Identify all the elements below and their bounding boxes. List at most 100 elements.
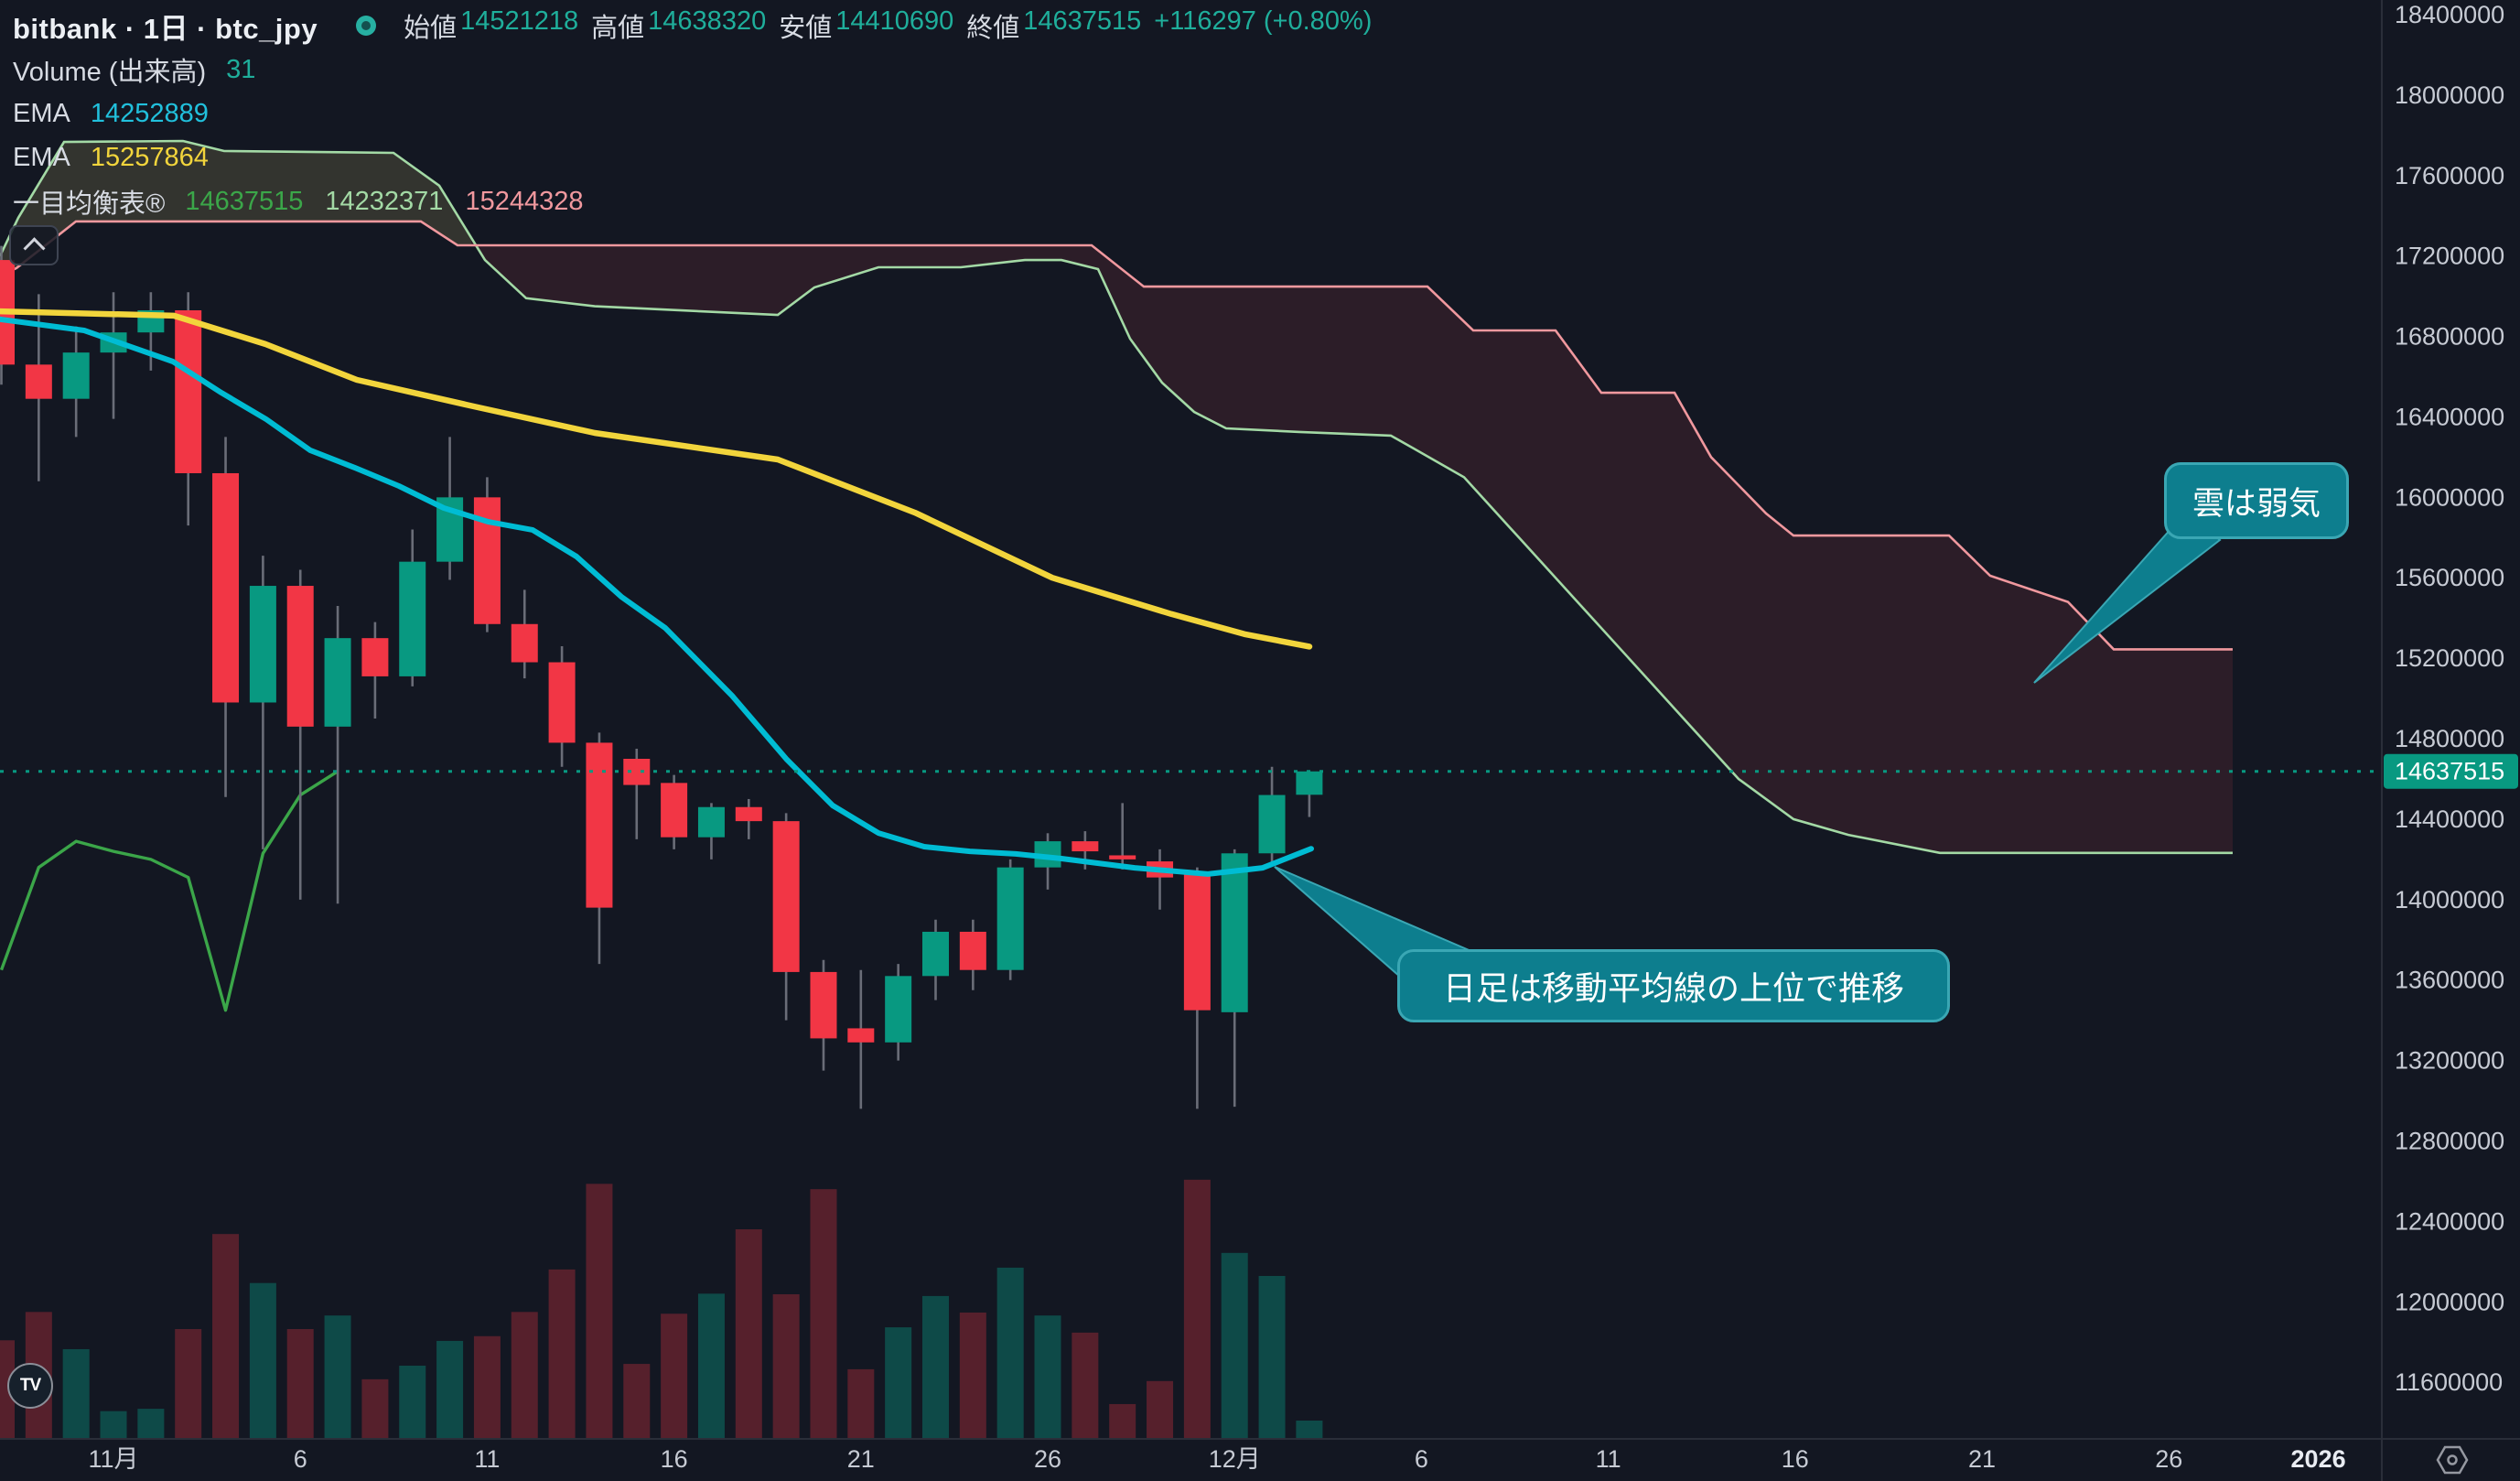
time-axis-label: 26 (2155, 1445, 2182, 1473)
annotation-above-ma[interactable]: 日足は移動平均線の上位で推移 (1397, 949, 1950, 1022)
volume-bar (548, 1269, 576, 1439)
price-axis-label: 16800000 (2395, 323, 2504, 351)
candle-body (399, 561, 426, 676)
ema-fast-value: 14252889 (90, 98, 209, 128)
candle-body (286, 586, 314, 727)
volume-bar (1258, 1275, 1286, 1439)
time-axis-label: 21 (1968, 1445, 1996, 1473)
time-axis-label: 21 (847, 1445, 875, 1473)
volume-label: Volume (出来高) (13, 58, 207, 87)
volume-bar (810, 1189, 837, 1439)
ema-fast-label: EMA (13, 98, 70, 128)
time-axis-label: 11 (1596, 1445, 1621, 1473)
ema-fast-row[interactable]: EMA 14252889 (13, 92, 1372, 135)
volume-bar (100, 1411, 127, 1439)
symbol-title[interactable]: bitbank · 1日 · btc_jpy (13, 12, 318, 45)
ohlc-values: 始値 14521218 高値 14638320 安値 14410690 終値 14637… (404, 6, 1372, 45)
candle-body (1296, 771, 1323, 795)
volume-bar (735, 1229, 762, 1439)
volume-bar (772, 1293, 800, 1439)
ichimoku-cloud (0, 139, 2233, 855)
volume-bar (286, 1329, 314, 1439)
symbol-row[interactable]: bitbank · 1日 · btc_jpy 始値 14521218 高値 1463… (13, 4, 1372, 48)
high-label: 高値 (591, 14, 645, 43)
time-axis-label: 16 (661, 1445, 688, 1473)
candle-body (62, 352, 90, 399)
volume-bar (996, 1267, 1024, 1439)
ema-fast (0, 316, 1314, 877)
hexagon-icon (2436, 1445, 2469, 1475)
volume-bar (249, 1282, 276, 1439)
close-value: 14637515 (1023, 6, 1142, 36)
volume-bar (661, 1313, 688, 1439)
price-axis-label: 14800000 (2395, 725, 2504, 752)
candle-body (548, 662, 576, 743)
volume-bar (1109, 1403, 1136, 1439)
volume-bar (847, 1368, 875, 1439)
price-axis-label: 12000000 (2395, 1288, 2504, 1315)
price-axis-label: 16000000 (2395, 483, 2504, 511)
candle-body (212, 472, 240, 703)
price-axis-label: 11600000 (2395, 1368, 2503, 1396)
candle-body (324, 638, 351, 727)
price-axis-label: 12800000 (2395, 1127, 2504, 1154)
time-axis-label: 6 (294, 1445, 307, 1473)
candle-body (697, 806, 725, 838)
ichimoku-chikou-value: 14637515 (185, 186, 304, 216)
volume-bar (212, 1234, 240, 1439)
volume-bar (623, 1364, 651, 1439)
volume-bar (511, 1312, 538, 1439)
ichimoku-row[interactable]: 一目均衡表® 14637515 14232371 15244328 (13, 179, 1372, 223)
volume-bar (1183, 1179, 1211, 1439)
time-axis-label: 16 (1782, 1445, 1809, 1473)
price-axis-label: 14000000 (2395, 886, 2504, 913)
volume-bar (1034, 1315, 1061, 1439)
chevron-up-icon (22, 236, 46, 259)
price-axis-label: 17200000 (2395, 243, 2504, 270)
tradingview-logo[interactable]: TV (7, 1363, 53, 1409)
volume-bar (1296, 1421, 1323, 1439)
ema-slow-row[interactable]: EMA 15257864 (13, 135, 1372, 179)
price-axis[interactable]: 18400000 18000000 17600000 17200000 16800000… (2395, 1, 2504, 1396)
volume-bar (1072, 1332, 1099, 1439)
candles (0, 245, 1323, 1109)
ichimoku-senkou-a-value: 14232371 (325, 186, 444, 216)
candle-body (511, 623, 538, 663)
volume-bar (885, 1327, 912, 1439)
last-price-tag: 14637515 (2384, 753, 2518, 789)
volume-bar (361, 1378, 389, 1439)
volume-bar (697, 1293, 725, 1439)
volume-row[interactable]: Volume (出来高) 31 (13, 48, 1372, 92)
price-axis-label: 18400000 (2395, 1, 2504, 28)
candle-body (361, 638, 389, 676)
high-value: 14638320 (648, 6, 767, 36)
volume-bar (1221, 1252, 1248, 1439)
time-axis-label: 11月 (89, 1445, 139, 1473)
senkou-a-line (0, 139, 2233, 855)
ema-slow-label: EMA (13, 142, 70, 172)
time-axis[interactable]: 11月 6 11 16 21 26 12月 6 11 16 21 26 2026 (89, 1445, 2346, 1473)
candle-body (175, 310, 202, 473)
legend-collapse-button[interactable] (9, 225, 59, 265)
low-label: 安値 (779, 14, 833, 43)
candle-body (735, 806, 762, 822)
time-axis-label: 2026 (2291, 1445, 2346, 1473)
annotation-cloud-bearish[interactable]: 雲は弱気 (2164, 462, 2349, 539)
candle-body (1109, 855, 1136, 859)
low-value: 14410690 (835, 6, 954, 36)
ichimoku-label: 一目均衡表® (13, 189, 166, 219)
volume-bars (0, 1179, 1323, 1439)
volume-bar (1147, 1380, 1174, 1439)
axis-settings-icon[interactable] (2436, 1445, 2469, 1475)
price-axis-label: 16400000 (2395, 403, 2504, 430)
price-axis-label: 15600000 (2395, 564, 2504, 591)
time-axis-label: 11 (474, 1445, 500, 1473)
price-axis-label: 17600000 (2395, 162, 2504, 189)
ichimoku-senkou-b-value: 15244328 (465, 186, 584, 216)
senkou-b-line (0, 220, 2233, 651)
ema-slow-line (0, 308, 1313, 650)
candle-body (1221, 853, 1248, 1012)
price-axis-label: 15200000 (2395, 644, 2504, 672)
